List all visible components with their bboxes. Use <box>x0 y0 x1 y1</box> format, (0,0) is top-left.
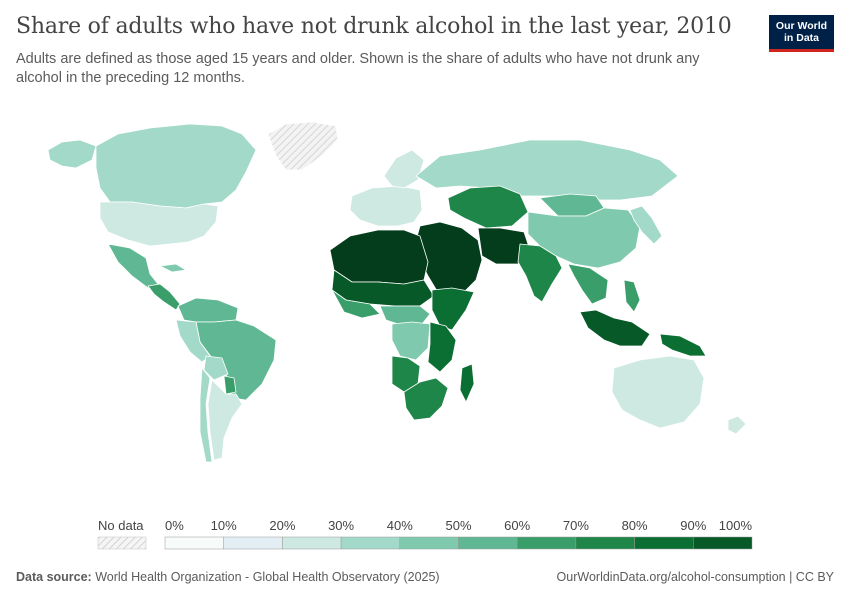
map-region-central-africa[interactable]: Central Africa <box>379 305 431 327</box>
legend-bin[interactable] <box>223 536 283 550</box>
owid-logo[interactable]: Our World in Data <box>769 15 834 52</box>
map-region-new-zealand[interactable]: New Zealand <box>727 415 747 435</box>
legend-tick-label: 40% <box>387 518 413 533</box>
logo-line-2: in Data <box>783 32 819 44</box>
map-region-russia[interactable]: Russia <box>415 139 679 201</box>
legend-bin[interactable] <box>458 536 518 550</box>
map-region-paraguay[interactable]: Paraguay <box>223 375 237 395</box>
legend-no-data-swatch[interactable] <box>97 536 147 550</box>
map-region-mexico[interactable]: Mexico <box>107 243 159 289</box>
map-region-argentina[interactable]: Argentina <box>207 379 243 461</box>
legend-bin[interactable] <box>164 536 224 550</box>
legend-bin[interactable] <box>340 536 401 550</box>
map-region-bolivia[interactable]: Bolivia <box>203 355 229 381</box>
map-region-drc[interactable]: DR Congo <box>391 321 431 361</box>
map-region-east-africa[interactable]: East Africa <box>427 321 457 373</box>
map-region-alaska[interactable]: Alaska <box>47 139 97 169</box>
legend-tick-label: 0% <box>165 518 184 533</box>
legend-tick-label: 100% <box>719 518 753 533</box>
data-source-text[interactable]: World Health Organization - Global Healt… <box>95 570 440 584</box>
legend-bin[interactable] <box>575 536 635 550</box>
legend-bin[interactable] <box>516 536 577 550</box>
logo-line-1: Our World <box>775 20 828 32</box>
map-region-india[interactable]: India <box>517 243 563 303</box>
map-region-japan[interactable]: Japan and Korea <box>629 205 663 245</box>
map-region-philippines[interactable]: Philippines <box>623 279 641 313</box>
map-region-scandinavia[interactable]: Scandinavia <box>383 149 425 189</box>
legend-tick-label: 90% <box>680 518 706 533</box>
map-region-cuba[interactable]: Cuba <box>159 263 187 273</box>
legend-tick-label: 60% <box>504 518 530 533</box>
legend-tick-label: 50% <box>445 518 471 533</box>
map-region-greenland[interactable]: Greenland <box>267 121 339 171</box>
legend-tick-label: 80% <box>622 518 648 533</box>
map-region-png[interactable]: Papua New Guinea <box>659 333 707 357</box>
map-region-north-africa[interactable]: North Africa <box>329 229 429 285</box>
legend-bin[interactable] <box>634 536 694 550</box>
map-region-indonesia[interactable]: Indonesia <box>579 309 651 347</box>
data-source: Data source: World Health Organization -… <box>16 570 440 584</box>
map-region-west-africa[interactable]: West Africa coast <box>331 289 381 319</box>
footer-link[interactable]: OurWorldinData.org/alcohol-consumption |… <box>556 570 834 584</box>
chart-title: Share of adults who have not drunk alcoh… <box>16 14 732 39</box>
map-region-canada[interactable]: Canada <box>95 123 257 209</box>
chart-subtitle: Adults are defined as those aged 15 year… <box>16 51 700 86</box>
legend-bin[interactable] <box>282 536 342 550</box>
map-region-central-asia[interactable]: Central Asia <box>447 185 529 229</box>
map-region-southern-africa[interactable]: Southern Africa <box>403 377 449 421</box>
map-region-chile[interactable]: Chile <box>199 367 213 463</box>
map-region-usa[interactable]: United States <box>99 201 219 247</box>
map-region-central-america[interactable]: Central America <box>147 283 181 311</box>
legend-tick-label: 70% <box>563 518 589 533</box>
legend-no-data-label: No data <box>98 518 144 533</box>
legend-bin[interactable] <box>399 536 459 550</box>
map-region-australia[interactable]: Australia <box>611 355 705 429</box>
map-region-madagascar[interactable]: Madagascar <box>459 363 475 403</box>
legend-tick-label: 30% <box>328 518 354 533</box>
map-region-europe[interactable]: Europe <box>349 185 423 227</box>
data-source-label: Data source: <box>16 570 92 584</box>
map-region-colombia[interactable]: Colombia and Venezuela <box>177 297 239 323</box>
map-region-horn[interactable]: Horn of Africa <box>431 287 475 331</box>
legend-bin[interactable] <box>693 536 753 550</box>
legend-tick-label: 20% <box>269 518 295 533</box>
map-region-se-asia[interactable]: Southeast Asia <box>567 263 609 305</box>
world-map: CanadaAlaska Greenland United StatesMexico… <box>47 121 747 463</box>
legend-tick-label: 10% <box>211 518 237 533</box>
